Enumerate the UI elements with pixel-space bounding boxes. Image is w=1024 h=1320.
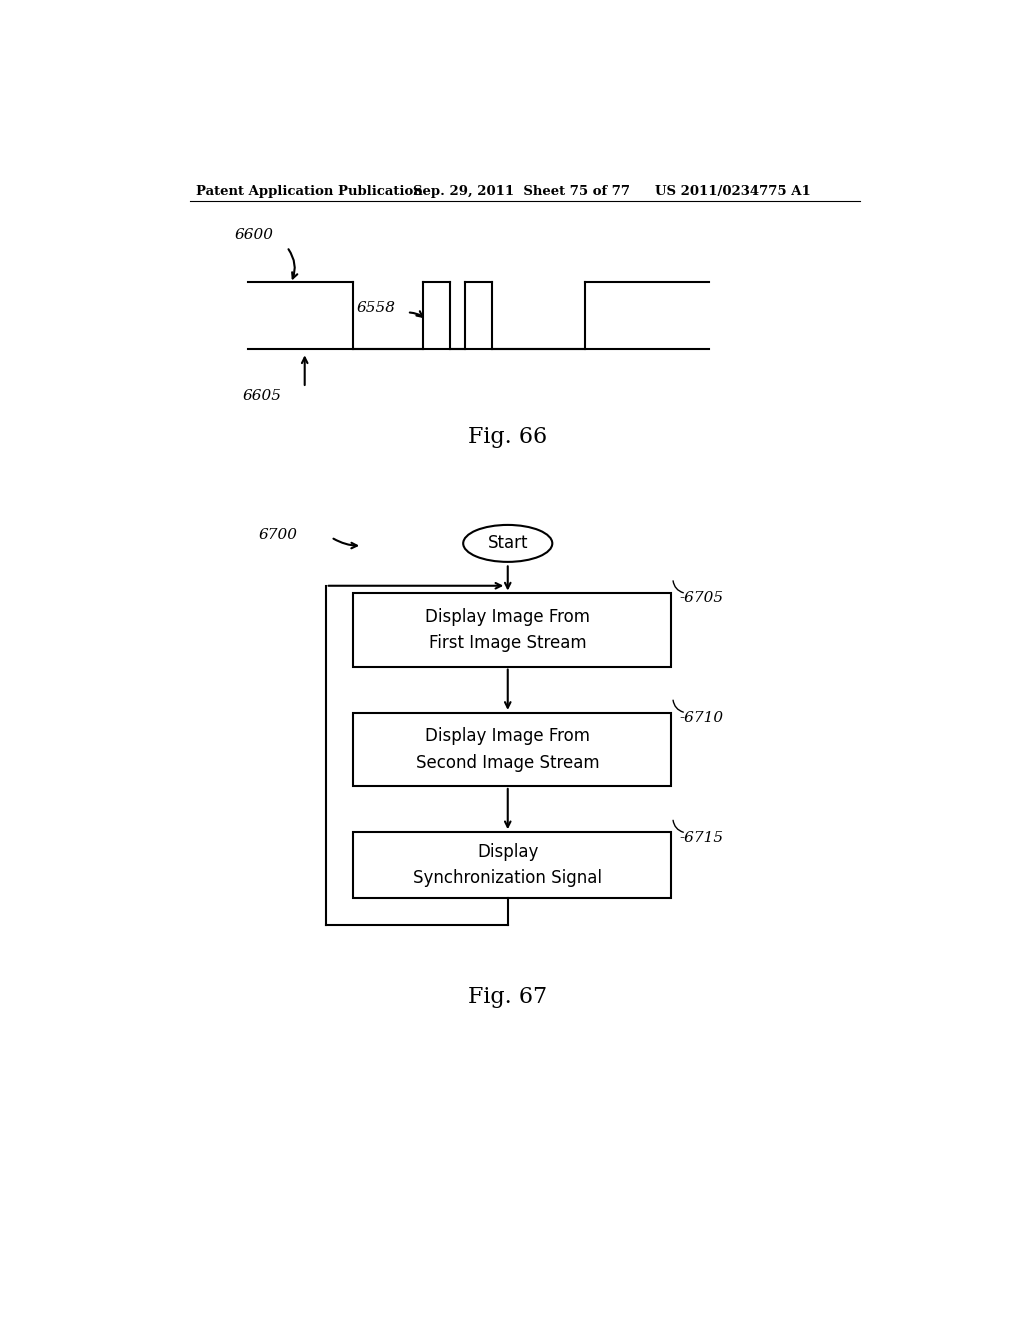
Text: 6558: 6558: [356, 301, 395, 315]
Text: Sep. 29, 2011  Sheet 75 of 77: Sep. 29, 2011 Sheet 75 of 77: [414, 185, 630, 198]
Text: -6710: -6710: [680, 711, 724, 725]
Text: Start: Start: [487, 535, 528, 552]
Text: Fig. 66: Fig. 66: [468, 426, 547, 449]
Text: Fig. 67: Fig. 67: [468, 986, 547, 1008]
Text: Display Image From
Second Image Stream: Display Image From Second Image Stream: [416, 727, 600, 772]
Text: -6705: -6705: [680, 591, 724, 605]
Text: Patent Application Publication: Patent Application Publication: [197, 185, 423, 198]
Text: 6605: 6605: [243, 389, 282, 404]
Text: Display
Synchronization Signal: Display Synchronization Signal: [414, 842, 602, 887]
Text: US 2011/0234775 A1: US 2011/0234775 A1: [655, 185, 811, 198]
Text: 6600: 6600: [234, 227, 274, 242]
Text: Display Image From
First Image Stream: Display Image From First Image Stream: [425, 607, 590, 652]
Text: 6700: 6700: [258, 528, 297, 543]
Text: -6715: -6715: [680, 832, 724, 845]
